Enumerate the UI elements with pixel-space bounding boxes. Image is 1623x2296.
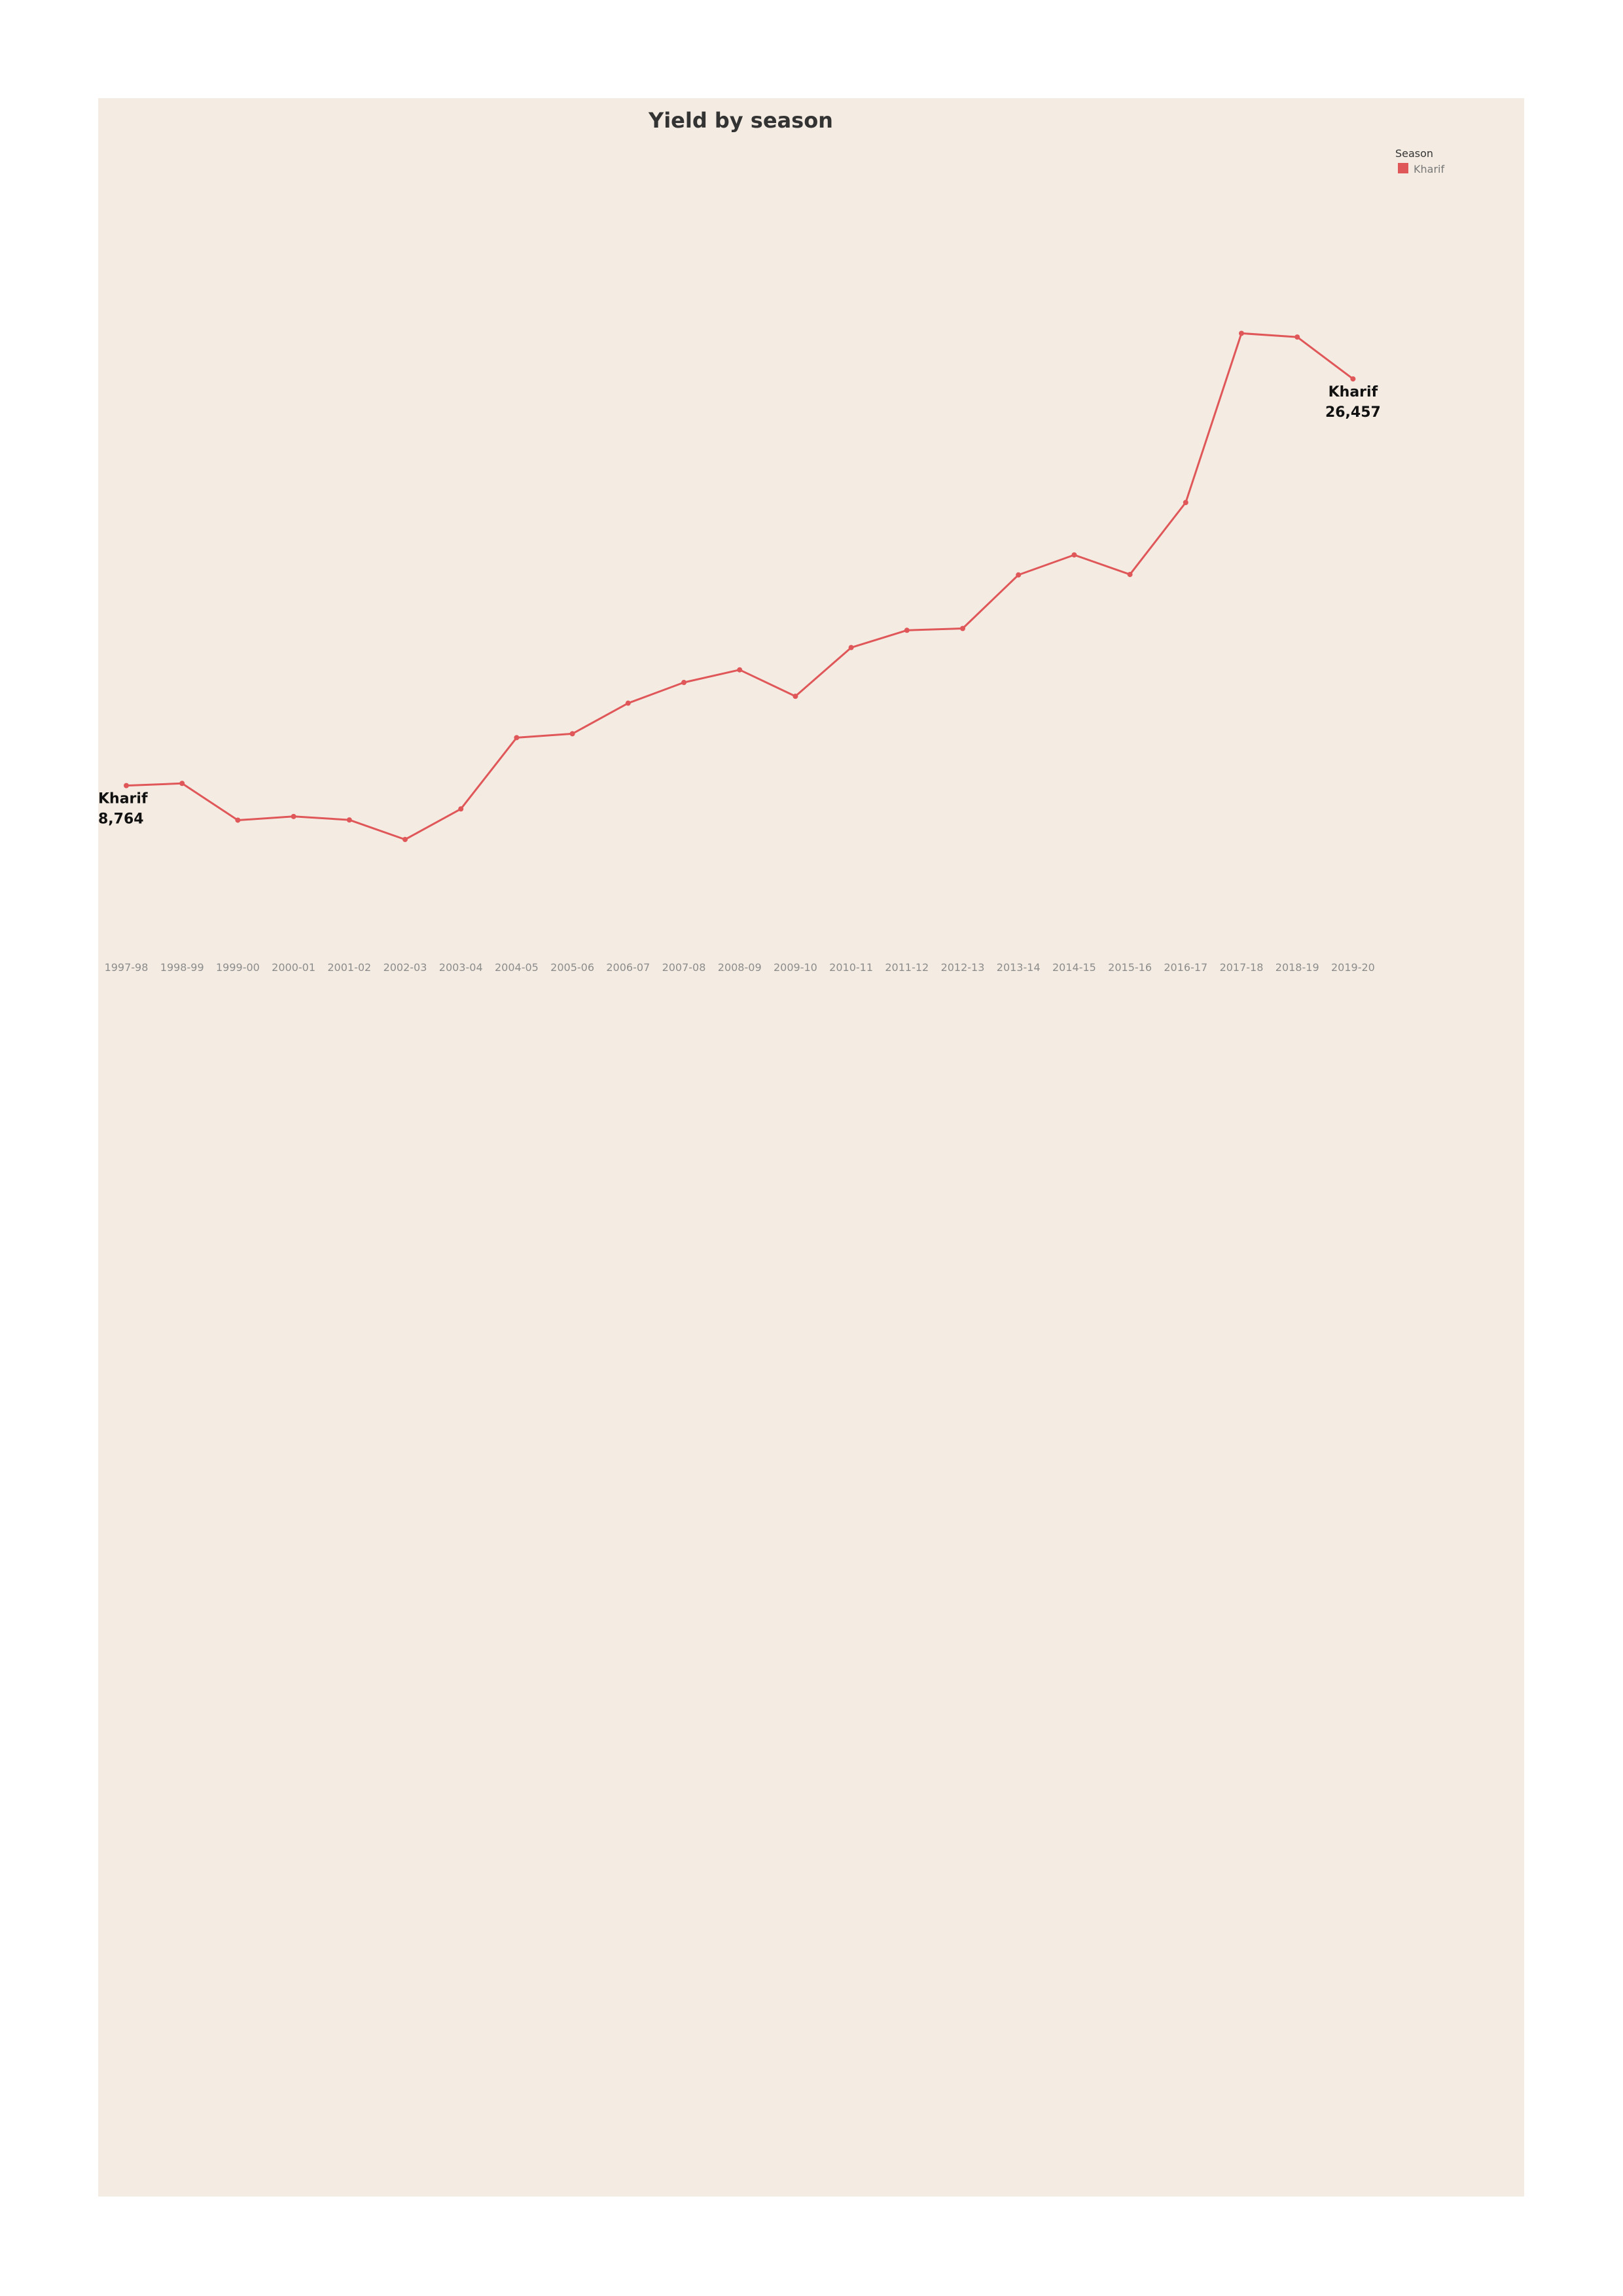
x-tick-label-2013-14: 2013-14 — [997, 961, 1041, 974]
data-point-2016-17[interactable] — [1183, 499, 1188, 505]
legend-title: Season — [1395, 147, 1433, 160]
x-tick-label-2006-07: 2006-07 — [606, 961, 650, 974]
end-label-series-end: Kharif — [1329, 384, 1378, 400]
x-tick-label-2012-13: 2012-13 — [941, 961, 985, 974]
data-point-2001-02[interactable] — [346, 817, 352, 823]
data-point-1997-98[interactable] — [124, 783, 129, 788]
data-point-2012-13[interactable] — [960, 626, 965, 631]
data-point-2013-14[interactable] — [1016, 572, 1022, 578]
end-label-series-start: Kharif — [98, 791, 148, 807]
end-labels: Kharif 8,764 Kharif 26,457 — [98, 384, 1381, 828]
data-point-2010-11[interactable] — [848, 645, 854, 650]
data-point-2007-08[interactable] — [681, 680, 687, 686]
series-line-kharif — [126, 332, 1354, 841]
data-point-2009-10[interactable] — [793, 694, 798, 699]
x-tick-label-2016-17: 2016-17 — [1164, 961, 1207, 974]
data-point-2008-09[interactable] — [737, 667, 743, 673]
data-point-2003-04[interactable] — [458, 806, 464, 812]
x-tick-label-2010-11: 2010-11 — [829, 961, 873, 974]
data-point-2006-07[interactable] — [625, 700, 631, 706]
legend-label-kharif: Kharif — [1414, 163, 1444, 175]
x-tick-label-2018-19: 2018-19 — [1275, 961, 1319, 974]
x-axis-ticks: 1997-98 1998-99 1999-00 2000-01 2001-02 2002-… — [105, 961, 1375, 974]
data-point-2002-03[interactable] — [402, 836, 408, 842]
data-point-2005-06[interactable] — [569, 731, 575, 737]
data-point-2019-20[interactable] — [1350, 376, 1356, 382]
chart-panel: Yield by season Season Kharif 1997-98 199… — [98, 98, 1524, 2197]
x-tick-label-2002-03: 2002-03 — [383, 961, 427, 974]
x-tick-label-2005-06: 2005-06 — [550, 961, 594, 974]
series-layer — [126, 332, 1354, 841]
x-tick-label-2015-16: 2015-16 — [1108, 961, 1152, 974]
x-tick-label-2003-04: 2003-04 — [439, 961, 483, 974]
chart-title: Yield by season — [648, 108, 833, 133]
x-tick-label-2004-05: 2004-05 — [495, 961, 539, 974]
legend[interactable]: Season Kharif — [1395, 147, 1444, 175]
x-tick-label-2011-12: 2011-12 — [885, 961, 929, 974]
data-point-2014-15[interactable] — [1071, 552, 1077, 558]
data-point-2004-05[interactable] — [514, 735, 520, 741]
x-tick-label-2001-02: 2001-02 — [327, 961, 371, 974]
data-point-1999-00[interactable] — [235, 817, 241, 823]
data-point-2018-19[interactable] — [1294, 334, 1300, 340]
data-point-2017-18[interactable] — [1239, 330, 1244, 336]
x-tick-label-2014-15: 2014-15 — [1052, 961, 1096, 974]
data-point-2011-12[interactable] — [904, 627, 910, 633]
x-tick-label-2007-08: 2007-08 — [662, 961, 706, 974]
x-tick-label-2008-09: 2008-09 — [718, 961, 762, 974]
line-chart: Yield by season Season Kharif 1997-98 199… — [98, 108, 1444, 974]
x-tick-label-1997-98: 1997-98 — [105, 961, 149, 974]
data-point-1998-99[interactable] — [179, 781, 185, 786]
x-tick-label-1998-99: 1998-99 — [160, 961, 204, 974]
end-label-value-end: 26,457 — [1325, 404, 1381, 421]
data-point-2000-01[interactable] — [291, 813, 296, 819]
end-label-value-start: 8,764 — [98, 811, 144, 828]
x-tick-label-2017-18: 2017-18 — [1220, 961, 1264, 974]
x-tick-label-2019-20: 2019-20 — [1331, 961, 1375, 974]
x-tick-label-2009-10: 2009-10 — [774, 961, 817, 974]
legend-swatch-kharif — [1398, 163, 1408, 173]
points-layer — [124, 330, 1356, 842]
x-tick-label-2000-01: 2000-01 — [272, 961, 315, 974]
x-tick-label-1999-00: 1999-00 — [216, 961, 260, 974]
data-point-2015-16[interactable] — [1127, 571, 1133, 577]
